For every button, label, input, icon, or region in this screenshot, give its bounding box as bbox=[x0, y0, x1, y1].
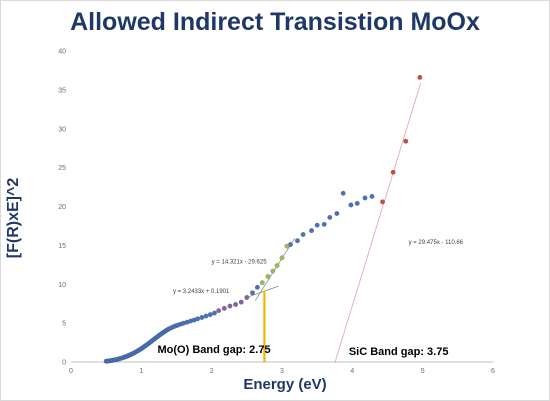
data-point-red bbox=[403, 138, 409, 144]
data-point-blue bbox=[203, 313, 209, 319]
band-gap-label-moo: Mo(O) Band gap: 2.75 bbox=[158, 344, 271, 356]
y-tick-label: 30 bbox=[58, 126, 66, 133]
chart-title: Allowed Indirect Transistion MoOx bbox=[70, 8, 480, 36]
data-point-blue bbox=[348, 202, 354, 208]
x-tick-label: 6 bbox=[491, 368, 495, 375]
data-point-purple bbox=[221, 305, 227, 311]
data-point-blue bbox=[354, 200, 360, 206]
data-point-blue bbox=[195, 316, 201, 322]
x-tick-label: 5 bbox=[421, 368, 425, 375]
data-point-blue bbox=[199, 314, 205, 320]
band-gap-label-sic: SiC Band gap: 3.75 bbox=[349, 346, 449, 358]
trendline-green bbox=[254, 238, 295, 301]
x-tick-label: 0 bbox=[69, 368, 73, 375]
data-point-blue bbox=[294, 238, 300, 244]
x-tick-label: 2 bbox=[210, 368, 214, 375]
trendline-equation: y = 14.321x - 29.625 bbox=[212, 259, 268, 265]
y-tick-label: 25 bbox=[58, 165, 66, 172]
x-tick-label: 4 bbox=[350, 368, 354, 375]
data-point-blue bbox=[314, 222, 320, 228]
data-point-red bbox=[390, 169, 396, 175]
data-point-purple bbox=[216, 308, 222, 314]
y-tick-label: 35 bbox=[58, 87, 66, 94]
data-point-green bbox=[265, 273, 271, 279]
data-point-green bbox=[259, 280, 265, 286]
x-axis-label: Energy (eV) bbox=[243, 376, 327, 393]
trendline-equation: y = 29.475x - 110.66 bbox=[409, 240, 464, 246]
data-point-purple bbox=[227, 303, 233, 309]
data-point-blue bbox=[327, 214, 333, 220]
data-point-blue bbox=[362, 195, 368, 201]
data-point-blue bbox=[321, 221, 327, 227]
data-point-green bbox=[279, 255, 285, 261]
y-tick-label: 0 bbox=[62, 360, 66, 367]
data-point-purple bbox=[244, 294, 250, 300]
y-tick-label: 15 bbox=[58, 243, 66, 250]
y-tick-label: 5 bbox=[62, 321, 66, 328]
data-point-blue bbox=[340, 190, 346, 196]
data-point-blue bbox=[249, 290, 255, 296]
data-point-green bbox=[270, 268, 276, 274]
data-point-green bbox=[284, 243, 290, 249]
data-point-blue bbox=[211, 310, 217, 316]
y-tick-label: 20 bbox=[58, 204, 66, 211]
data-point-blue bbox=[369, 193, 375, 199]
y-tick-label: 40 bbox=[58, 49, 66, 56]
trendline-purple bbox=[246, 285, 279, 298]
data-point-blue bbox=[207, 312, 213, 318]
data-point-red bbox=[380, 199, 386, 205]
x-tick-label: 3 bbox=[280, 368, 284, 375]
data-point-blue bbox=[309, 228, 315, 234]
y-tick-label: 10 bbox=[58, 282, 66, 289]
x-tick-label: 1 bbox=[139, 368, 143, 375]
data-point-green bbox=[274, 263, 280, 269]
trendline-equation: y = 3.2433x + 0.1901 bbox=[173, 289, 230, 295]
data-point-purple bbox=[233, 301, 239, 307]
data-point-blue bbox=[334, 210, 340, 216]
data-point-blue bbox=[254, 284, 260, 290]
trendline-red bbox=[334, 83, 421, 364]
data-point-purple bbox=[238, 299, 244, 305]
data-point-red bbox=[417, 74, 423, 80]
data-point-blue bbox=[300, 231, 306, 237]
